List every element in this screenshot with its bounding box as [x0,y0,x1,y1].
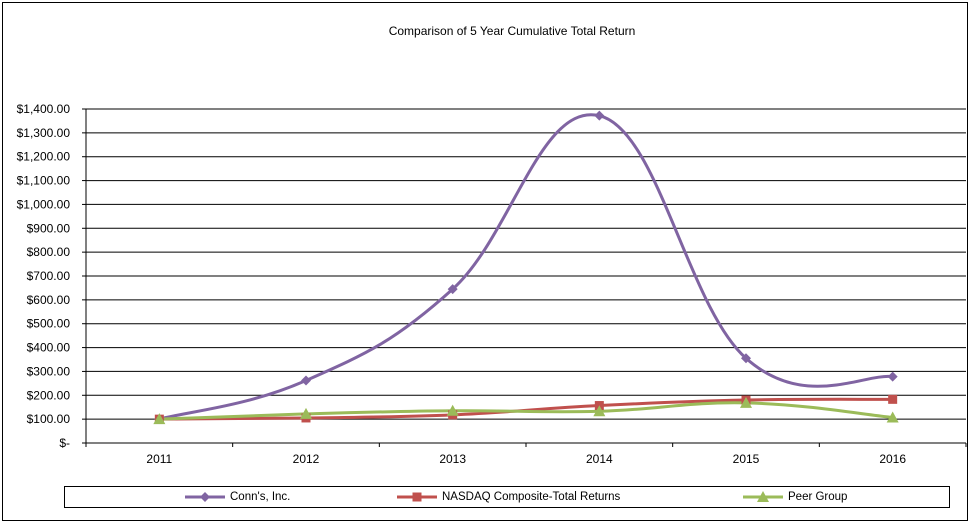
legend-marker [412,492,422,502]
legend-swatch [185,492,225,502]
data-point-peer-group [300,407,312,419]
y-tick-label: $400.00 [27,341,71,355]
legend-swatch [743,491,783,502]
data-point-peer-group [446,404,459,416]
legend-item: Peer Group [741,487,847,507]
data-point-peer-group [153,413,166,425]
y-tick-label: $1,200.00 [17,150,71,164]
y-tick-label: $1,300.00 [17,126,71,140]
data-point-conn-s-inc [447,284,458,295]
y-tick-label: $300.00 [27,364,71,378]
y-tick-label: $600.00 [27,293,71,307]
series-line-conn-s-inc [157,113,895,421]
legend-marker [757,491,769,502]
series-line-peer-group [157,401,895,421]
legend-swatch [397,492,437,502]
data-point-nasdaq-composite-total-returns [888,394,898,404]
x-tick-label: 2015 [733,452,760,466]
data-point-conn-s-inc [301,375,311,386]
y-tick-label: $700.00 [27,269,71,283]
y-tick-label: $500.00 [27,317,71,331]
data-point-conn-s-inc [887,371,898,382]
x-tick-label: 2012 [293,452,320,466]
y-tick-label: $900.00 [27,221,71,235]
y-tick-label: $800.00 [27,245,71,259]
legend-item: NASDAQ Composite-Total Returns [395,487,620,507]
legend-marker [200,492,210,502]
y-tick-label: $1,000.00 [17,197,71,211]
y-tick-label: $200.00 [27,388,71,402]
y-tick-label: $1,400.00 [17,102,71,116]
x-tick-label: 2013 [439,452,466,466]
data-point-peer-group [740,396,752,408]
legend-label: Conn's, Inc. [230,491,291,503]
chart-title: Comparison of 5 Year Cumulative Total Re… [388,24,636,38]
data-point-peer-group [593,405,606,417]
y-tick-label: $- [59,436,70,450]
y-tick-label: $100.00 [27,412,71,426]
x-tick-label: 2016 [879,452,906,466]
x-tick-label: 2011 [146,452,172,466]
data-point-conn-s-inc [594,110,605,121]
x-tick-label: 2014 [586,452,613,466]
legend-label: Peer Group [788,491,848,503]
data-point-peer-group [886,411,899,423]
legend-item: Conn's, Inc. [183,487,290,507]
chart-legend: Conn's, Inc. NASDAQ Composite-Total Retur… [64,486,950,508]
data-point-conn-s-inc [741,353,751,364]
legend-label: NASDAQ Composite-Total Returns [442,491,621,503]
y-tick-label: $1,100.00 [17,174,71,188]
